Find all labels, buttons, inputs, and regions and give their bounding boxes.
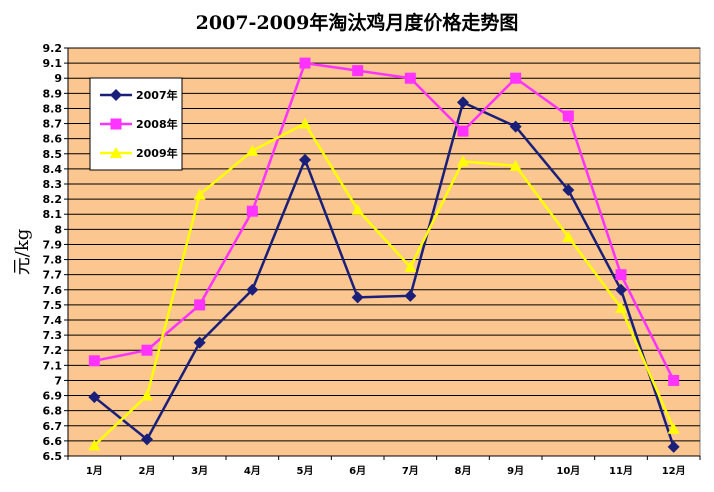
- y-tick-label: 7.2: [43, 344, 63, 357]
- x-tick-label: 8月: [455, 465, 472, 477]
- data-point: [615, 283, 627, 296]
- x-tick-label: 6月: [349, 465, 366, 477]
- y-tick-label: 8.8: [43, 102, 63, 115]
- data-point: [352, 65, 364, 77]
- data-point: [141, 389, 153, 401]
- y-tick-label: 8.5: [43, 148, 63, 161]
- y-tick-label: 8.4: [43, 163, 63, 176]
- y-tick-label: 7.6: [43, 284, 63, 297]
- data-point: [88, 391, 101, 404]
- x-tick-label: 12月: [662, 465, 686, 477]
- data-point: [562, 110, 574, 122]
- y-tick-label: 8: [54, 223, 62, 236]
- data-point: [668, 374, 680, 386]
- legend-label: 2007年: [136, 88, 178, 102]
- data-point: [615, 301, 627, 313]
- x-tick-label: 3月: [191, 465, 208, 477]
- y-tick-label: 7: [54, 374, 62, 387]
- data-point: [457, 96, 469, 109]
- legend-label: 2009年: [136, 146, 178, 160]
- y-tick-label: 8.6: [43, 133, 63, 146]
- x-tick-label: 5月: [297, 465, 314, 477]
- data-point: [246, 205, 258, 217]
- data-point: [404, 72, 416, 84]
- y-tick-label: 9: [54, 72, 62, 85]
- data-point: [193, 336, 206, 349]
- data-point: [404, 289, 417, 302]
- legend-marker: [110, 147, 122, 158]
- y-tick-label: 6.7: [43, 420, 63, 433]
- data-point: [299, 117, 311, 129]
- y-tick-label: 8.7: [43, 118, 63, 131]
- x-tick-label: 10月: [556, 465, 580, 477]
- legend-marker: [110, 89, 122, 101]
- y-tick-label: 6.5: [43, 450, 63, 463]
- y-tick-label: 7.3: [43, 329, 63, 342]
- legend-label: 2008年: [136, 117, 178, 131]
- x-tick-label: 7月: [402, 465, 419, 477]
- data-point: [667, 440, 680, 453]
- data-point: [193, 188, 206, 200]
- data-point: [246, 283, 259, 296]
- chart-title: 2007-2009年淘汰鸡月度价格走势图: [195, 12, 519, 34]
- data-point: [510, 72, 522, 84]
- y-tick-label: 6.6: [43, 435, 63, 448]
- y-axis-label: 元/kg: [12, 229, 33, 276]
- y-tick-label: 7.1: [43, 359, 63, 372]
- y-tick-label: 7.8: [43, 254, 63, 267]
- y-tick-label: 9.2: [43, 42, 63, 55]
- data-point: [509, 120, 522, 133]
- x-tick-label: 4月: [244, 465, 261, 477]
- data-point: [299, 153, 311, 166]
- data-point: [299, 57, 311, 69]
- data-point: [141, 433, 153, 446]
- y-tick-label: 7.7: [43, 269, 63, 282]
- series-line-0: [93, 100, 675, 448]
- data-point: [141, 344, 153, 356]
- legend-marker: [110, 118, 122, 130]
- x-tick-label: 11月: [609, 465, 633, 477]
- y-tick-label: 7.5: [43, 299, 63, 312]
- data-point: [88, 439, 101, 451]
- data-point: [404, 261, 417, 273]
- y-tick-label: 9.1: [43, 57, 63, 70]
- y-tick-label: 6.8: [43, 405, 63, 418]
- data-point: [667, 422, 680, 434]
- y-tick-label: 8.3: [43, 178, 63, 191]
- x-tick-label: 1月: [86, 465, 103, 477]
- y-tick-label: 6.9: [43, 390, 63, 403]
- data-point: [509, 159, 522, 171]
- series-line-2: [93, 121, 675, 447]
- series-line-1: [94, 61, 675, 382]
- y-tick-label: 8.2: [43, 193, 63, 206]
- data-point: [88, 355, 100, 367]
- y-tick-label: 7.9: [43, 238, 63, 251]
- y-tick-label: 8.9: [43, 87, 63, 100]
- data-point: [194, 299, 206, 311]
- y-tick-label: 8.1: [43, 208, 63, 221]
- x-tick-label: 2月: [139, 465, 156, 477]
- data-point: [615, 269, 627, 281]
- data-point: [351, 203, 364, 215]
- data-point: [351, 291, 364, 304]
- data-point: [246, 144, 259, 156]
- x-tick-label: 9月: [507, 465, 524, 477]
- data-point: [457, 125, 469, 137]
- y-tick-label: 7.4: [43, 314, 63, 327]
- data-point: [457, 155, 469, 167]
- data-point: [562, 184, 575, 197]
- data-point: [562, 230, 575, 242]
